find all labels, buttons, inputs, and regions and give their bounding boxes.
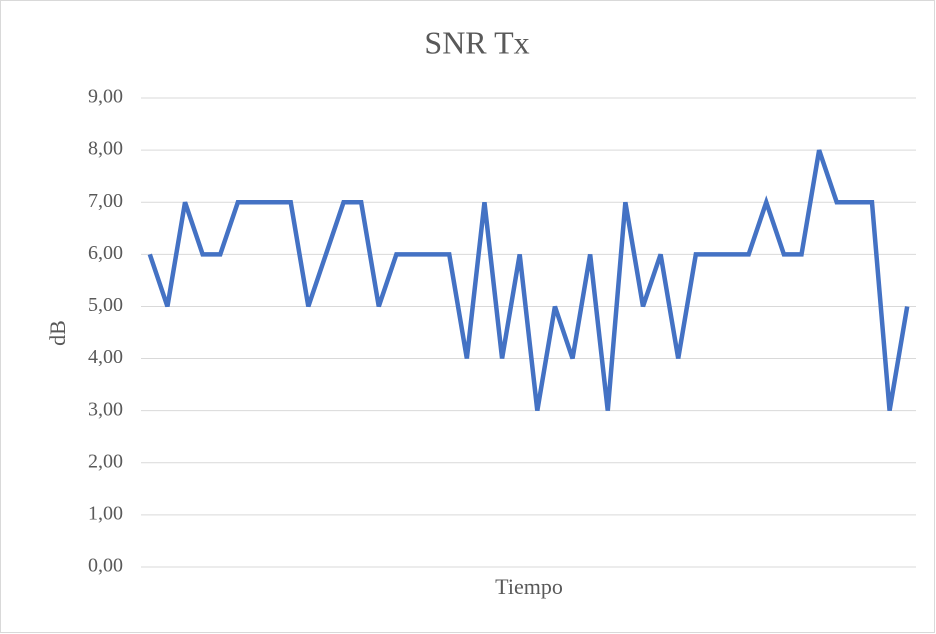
y-axis-label: dB xyxy=(45,320,70,346)
y-tick-label: 5,00 xyxy=(88,294,123,316)
y-tick-label: 0,00 xyxy=(88,555,123,577)
y-tick-label: 1,00 xyxy=(88,502,123,524)
chart-title: SNR Tx xyxy=(424,24,529,60)
y-tick-label: 7,00 xyxy=(88,190,123,212)
y-tick-label: 4,00 xyxy=(88,346,123,368)
y-tick-label: 2,00 xyxy=(88,450,123,472)
y-tick-label: 3,00 xyxy=(88,398,123,420)
y-tick-label: 6,00 xyxy=(88,242,123,264)
x-axis-label: Tiempo xyxy=(495,574,563,599)
y-tick-label: 8,00 xyxy=(88,138,123,160)
y-tick-label: 9,00 xyxy=(88,86,123,108)
data-line xyxy=(147,149,910,412)
